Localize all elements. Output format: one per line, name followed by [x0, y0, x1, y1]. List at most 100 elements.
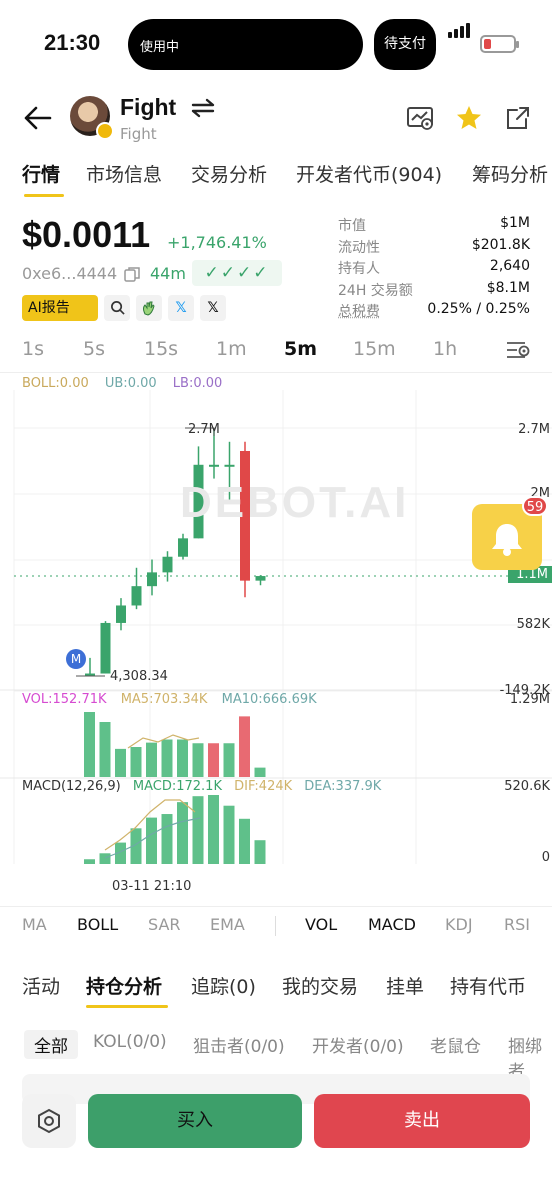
timeframe-15m[interactable]: 15m — [353, 338, 396, 360]
volume-bar — [115, 748, 126, 777]
macd-value: MACD:172.1K — [132, 779, 222, 794]
stat-value: $201.8K — [471, 236, 530, 253]
sell-button[interactable]: 卖出 — [314, 1094, 530, 1148]
volume-bar — [146, 742, 157, 777]
indicator-vol[interactable]: VOL — [305, 915, 338, 934]
indicator-ema[interactable]: EMA — [210, 915, 245, 934]
divider — [0, 372, 552, 373]
watermark: DEBOT.AI — [180, 478, 410, 527]
stat-row[interactable]: 总税费 0.25% / 0.25% — [338, 301, 530, 323]
filter-all[interactable]: 全部 — [24, 1030, 78, 1059]
vol-value: VOL:152.71K — [22, 692, 107, 707]
dynamic-island: 使用中 — [128, 19, 363, 70]
token-header: Fight Fight — [0, 90, 552, 150]
timeframe-5s[interactable]: 5s — [83, 338, 105, 360]
x-icon[interactable]: 𝕏 — [200, 295, 226, 321]
dea-line — [104, 817, 201, 859]
twitter-x-icon[interactable]: 𝕏 — [168, 295, 194, 321]
tab-tracking[interactable]: 追踪(0) — [191, 976, 256, 998]
vol-legend: VOL:152.71K MA5:703.34K MA10:666.69K — [22, 692, 317, 707]
macd-bar — [239, 818, 250, 864]
tab-market[interactable]: 行情 — [22, 164, 61, 186]
timeframe-1s[interactable]: 1s — [22, 338, 44, 360]
token-price: $0.0011 — [22, 214, 151, 255]
tab-underline — [86, 1005, 168, 1008]
tab-activity[interactable]: 活动 — [22, 976, 61, 998]
indicator-boll[interactable]: BOLL — [77, 915, 119, 934]
tab-market-info[interactable]: 市场信息 — [86, 164, 163, 186]
timeframe-1h[interactable]: 1h — [433, 338, 458, 360]
stat-row: 持有人 2,640 — [338, 258, 530, 280]
filter-snipers[interactable]: 狙击者(0/0) — [193, 1037, 285, 1057]
swap-icon[interactable] — [190, 98, 216, 118]
ai-report-button[interactable]: AI报告 — [22, 295, 98, 321]
macd-bar — [177, 802, 188, 864]
filter-developers[interactable]: 开发者(0/0) — [312, 1037, 404, 1057]
macd-zero-label: 0 — [541, 850, 550, 865]
volume-bar — [254, 767, 266, 777]
timeframe-15s[interactable]: 15s — [144, 338, 179, 360]
indicator-kdj[interactable]: KDJ — [445, 915, 473, 934]
tab-orders[interactable]: 挂单 — [386, 976, 425, 998]
macd-bar — [192, 796, 204, 864]
volume-bar — [192, 743, 204, 777]
indicator-sar[interactable]: SAR — [148, 915, 181, 934]
candle-body — [85, 673, 95, 676]
low-label: 4,308.34 — [110, 669, 168, 684]
dif-value: DIF:424K — [234, 779, 293, 794]
ub-value: UB:0.00 — [104, 376, 157, 391]
indicator-macd[interactable]: MACD — [368, 915, 416, 934]
macd-bar — [130, 828, 142, 864]
back-arrow-icon[interactable] — [22, 104, 54, 132]
share-icon[interactable] — [504, 104, 532, 132]
candle-body — [209, 464, 219, 467]
hand-wave-icon[interactable] — [136, 295, 162, 321]
tab-chip-analysis[interactable]: 筹码分析 — [472, 164, 549, 186]
tab-held-tokens[interactable]: 持有代币 — [450, 976, 527, 998]
ma5-value: MA5:703.34K — [120, 692, 208, 707]
security-checks[interactable]: ✓✓✓✓ — [192, 260, 282, 286]
bell-icon — [492, 524, 522, 556]
candlestick-chart[interactable] — [0, 372, 552, 904]
search-icon[interactable] — [104, 295, 130, 321]
timeframe-1m[interactable]: 1m — [216, 338, 247, 360]
dif-line — [104, 799, 196, 851]
macd-legend: MACD(12,26,9) MACD:172.1K DIF:424K DEA:3… — [22, 779, 381, 794]
timeframe-5m[interactable]: 5m — [284, 338, 318, 360]
tab-my-trades[interactable]: 我的交易 — [282, 976, 359, 998]
indicator-rsi[interactable]: RSI — [504, 915, 530, 934]
tab-trade-analysis[interactable]: 交易分析 — [191, 164, 268, 186]
macd-bar — [223, 805, 235, 864]
token-stats: 市值 $1M 流动性 $201.8K 持有人 2,640 24H 交易额 $8.1M 总… — [338, 215, 530, 323]
island-label: 使用中 — [140, 40, 180, 55]
token-age: 44m — [150, 264, 186, 283]
stat-value: 0.25% / 0.25% — [427, 301, 530, 317]
macd-bar — [254, 840, 266, 864]
buy-button[interactable]: 买入 — [88, 1094, 302, 1148]
copy-icon[interactable] — [124, 266, 140, 282]
volume-bar — [161, 739, 173, 777]
stat-label: 总税费 — [338, 304, 380, 320]
boll-legend: BOLL:0.00 UB:0.00 LB:0.00 — [22, 376, 222, 391]
filter-kol[interactable]: KOL(0/0) — [93, 1032, 167, 1052]
macd-title: MACD(12,26,9) — [22, 779, 121, 794]
candle-body — [147, 572, 157, 587]
ai-report-label: AI报告 — [28, 300, 70, 316]
stat-value: $1M — [500, 215, 530, 231]
tab-dev-tokens[interactable]: 开发者代币(904) — [296, 164, 443, 186]
candle-body — [178, 538, 188, 557]
marker-badge[interactable]: M — [66, 649, 86, 669]
trade-settings-button[interactable] — [22, 1094, 76, 1148]
stat-row: 24H 交易额 $8.1M — [338, 280, 530, 302]
volume-bar — [239, 716, 250, 777]
token-avatar — [70, 96, 114, 140]
volume-bar — [84, 712, 95, 777]
tab-holdings-analysis[interactable]: 持仓分析 — [86, 976, 163, 998]
contract-address[interactable]: 0xe6...4444 — [22, 264, 118, 283]
chart-watch-icon[interactable] — [406, 104, 434, 132]
pending-payment-pill[interactable]: 待支付 — [374, 19, 436, 70]
chart-settings-icon[interactable] — [505, 338, 531, 362]
indicator-ma[interactable]: MA — [22, 915, 47, 934]
star-icon[interactable] — [455, 104, 483, 132]
filter-insiders[interactable]: 老鼠仓 — [430, 1037, 481, 1057]
